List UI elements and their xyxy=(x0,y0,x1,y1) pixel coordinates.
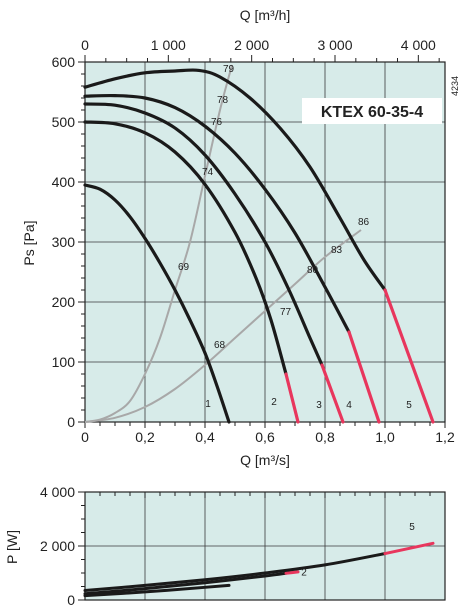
y-tick-label: 400 xyxy=(52,174,76,190)
curve-label: 1 xyxy=(205,399,211,410)
power-curve-1 xyxy=(83,583,231,598)
x-top-tick-label: 2 000 xyxy=(234,37,269,53)
curve-label: 3 xyxy=(316,400,322,411)
efficiency-label: 83 xyxy=(331,245,343,256)
power-curve-label: 2 xyxy=(301,568,307,579)
power-curve-overload-5 xyxy=(383,541,435,556)
power-y-tick-label: 0 xyxy=(67,592,75,608)
fan-curve-2 xyxy=(83,120,288,376)
x-top-tick-label: 3 000 xyxy=(317,37,352,53)
power-y-tick-label: 2 000 xyxy=(40,538,75,554)
power-curve-label: 5 xyxy=(409,522,415,533)
efficiency-label: 78 xyxy=(217,95,229,106)
x-tick-label: 1,2 xyxy=(435,429,455,445)
fan-curve-1 xyxy=(83,183,231,424)
efficiency-label: 76 xyxy=(211,117,223,128)
efficiency-label: 79 xyxy=(223,64,235,75)
fan-curve-5 xyxy=(83,68,387,292)
fan-curve-4 xyxy=(83,93,351,334)
system-curve xyxy=(84,64,233,423)
y-tick-label: 200 xyxy=(52,294,76,310)
x-tick-label: 0 xyxy=(81,429,89,445)
x-top-tick-label: 1 000 xyxy=(151,37,186,53)
y-axis-title: Ps [Pa] xyxy=(21,220,37,265)
fan-curve-overload-4 xyxy=(347,330,381,424)
y-tick-label: 0 xyxy=(67,414,75,430)
power-y-axis-title: P [W] xyxy=(4,530,20,564)
efficiency-label: 68 xyxy=(214,340,226,351)
x-tick-label: 0,6 xyxy=(255,429,275,445)
x-top-tick-label: 4 000 xyxy=(401,37,436,53)
fan-curve-overload-2 xyxy=(284,372,300,424)
y-tick-label: 600 xyxy=(52,54,76,70)
x-tick-label: 0,4 xyxy=(195,429,215,445)
x-axis-title: Q [m³/s] xyxy=(240,452,290,468)
top-x-axis-title: Q [m³/h] xyxy=(240,7,291,23)
efficiency-label: 74 xyxy=(202,167,214,178)
curve-label: 5 xyxy=(406,400,412,411)
chart-code: 4234 xyxy=(450,76,460,96)
y-tick-label: 300 xyxy=(52,234,76,250)
title-box xyxy=(302,98,442,124)
power-y-tick-label: 4 000 xyxy=(40,484,75,500)
x-tick-label: 0,8 xyxy=(315,429,335,445)
efficiency-label: 80 xyxy=(307,265,319,276)
fan-curve-overload-5 xyxy=(383,288,435,424)
system-curve xyxy=(84,229,362,423)
chart-title: KTEX 60-35-4 xyxy=(321,104,423,121)
efficiency-label: 77 xyxy=(280,307,292,318)
power-curve-2 xyxy=(83,571,288,596)
power-plot-frame xyxy=(84,491,446,601)
curve-label: 2 xyxy=(271,397,277,408)
efficiency-label: 86 xyxy=(358,217,370,228)
plot-frame xyxy=(84,61,446,423)
x-top-tick-label: 0 xyxy=(81,37,89,53)
x-tick-label: 0,2 xyxy=(135,429,155,445)
fan-curve-3 xyxy=(83,102,324,367)
y-tick-label: 100 xyxy=(52,354,76,370)
fan-curve-overload-3 xyxy=(320,363,345,424)
y-tick-label: 500 xyxy=(52,114,76,130)
curve-label: 4 xyxy=(346,400,352,411)
efficiency-label: 69 xyxy=(178,262,190,273)
power-curve-5 xyxy=(83,552,387,593)
power-curve-overload-2 xyxy=(284,570,300,575)
x-tick-label: 1,0 xyxy=(375,429,395,445)
